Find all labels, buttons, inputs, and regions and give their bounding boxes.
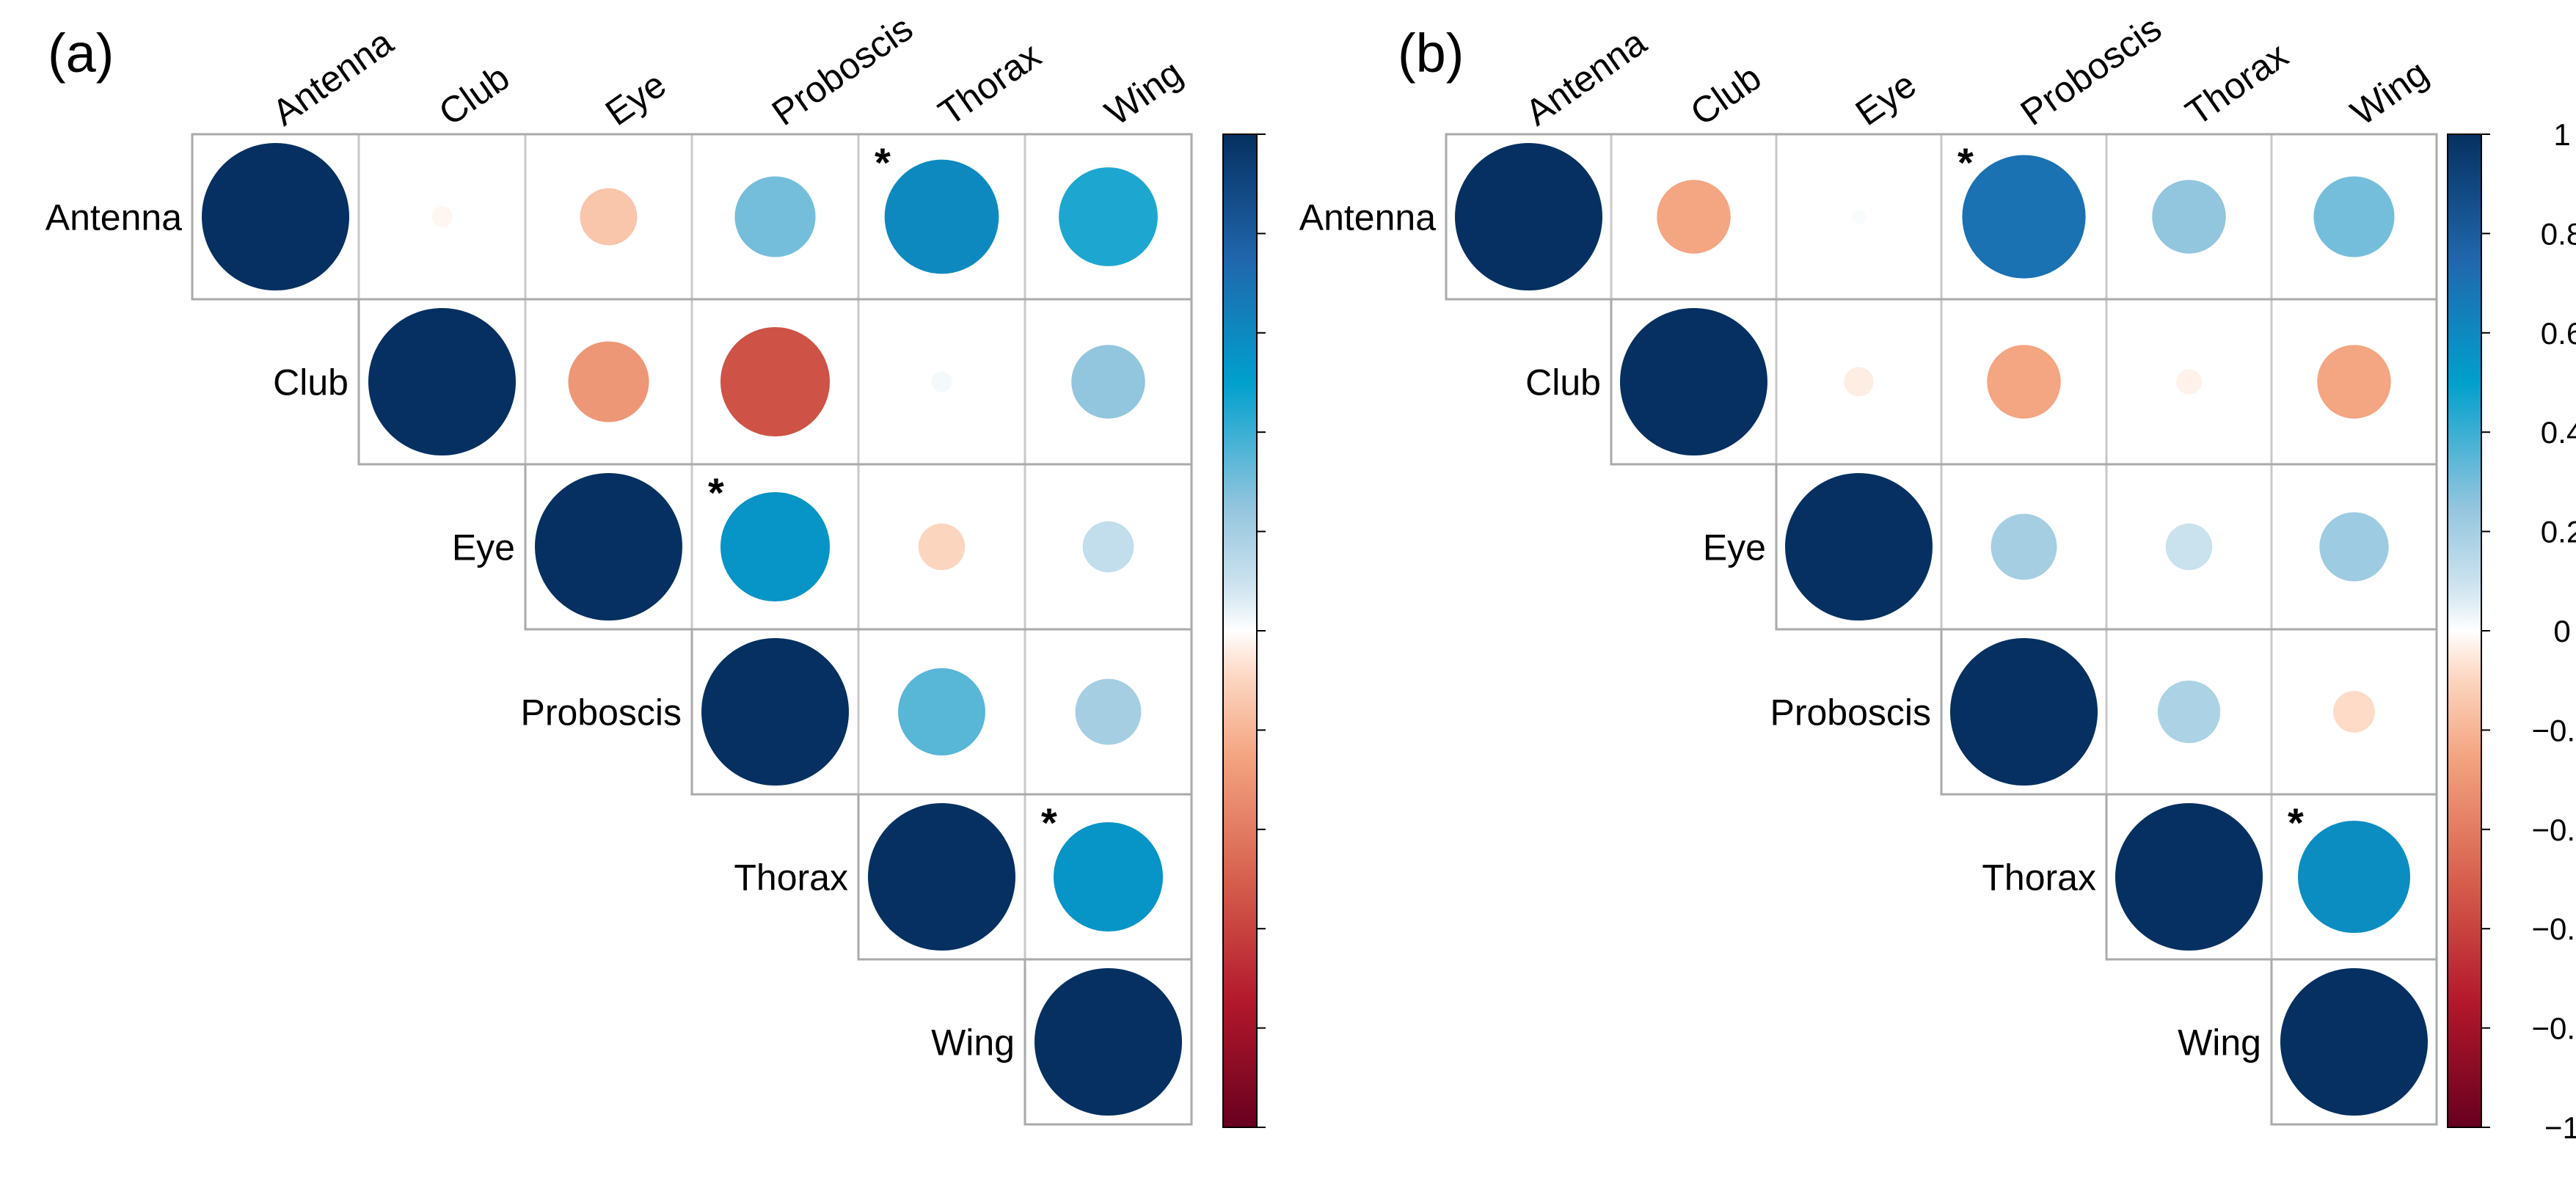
corr-circle-antenna-thorax: [2152, 180, 2226, 254]
corr-circle-eye-proboscis: [1991, 513, 2057, 580]
row-label-antenna: Antenna: [1299, 197, 1436, 238]
col-label-eye: Eye: [598, 64, 674, 133]
corr-circle-thorax-wing: [1053, 821, 1164, 932]
row-label-proboscis: Proboscis: [1770, 692, 1931, 733]
corr-circle-antenna-eye: [580, 188, 638, 246]
row-label-club: Club: [273, 362, 349, 403]
significance-mark: *: [2288, 799, 2304, 846]
col-label-eye: Eye: [1848, 64, 1924, 133]
corr-circle-club-wing: [2317, 345, 2391, 419]
row-label-wing: Wing: [2178, 1022, 2261, 1064]
corr-circle-club-thorax: [931, 371, 952, 392]
corr-circle-proboscis-thorax: [898, 668, 985, 755]
corr-circle-club-thorax: [2176, 369, 2202, 395]
corr-circle-proboscis-proboscis: [701, 638, 849, 786]
corr-circle-thorax-thorax: [868, 803, 1015, 951]
corr-circle-eye-thorax: [2165, 523, 2213, 571]
colorbar-tick-label: −0.2: [2532, 713, 2576, 747]
corr-circle-club-eye: [568, 341, 649, 422]
corr-circle-antenna-thorax: [884, 159, 999, 274]
corr-circle-antenna-antenna: [1455, 143, 1602, 290]
row-label-antenna: Antenna: [45, 197, 182, 238]
corr-circle-antenna-wing: [1059, 167, 1158, 266]
row-label-proboscis: Proboscis: [520, 692, 682, 733]
corr-circle-club-eye: [1844, 367, 1874, 397]
row-label-eye: Eye: [1703, 527, 1766, 568]
corr-circle-eye-eye: [535, 473, 682, 621]
corr-circle-club-wing: [1071, 345, 1145, 419]
col-label-antenna: Antenna: [1518, 21, 1654, 133]
corr-circle-eye-eye: [1785, 473, 1933, 621]
corr-circle-proboscis-wing: [2333, 691, 2375, 733]
corr-circle-thorax-thorax: [2115, 803, 2263, 951]
corr-circle-proboscis-thorax: [2157, 680, 2221, 744]
significance-mark: *: [875, 139, 891, 186]
colorbar-tick-label: 0.4: [2541, 415, 2576, 450]
corr-circle-antenna-proboscis: [734, 176, 816, 257]
corr-circle-antenna-club: [431, 206, 453, 227]
row-label-wing: Wing: [931, 1022, 1015, 1064]
colorbar-tick-label: 1: [2553, 117, 2570, 152]
row-label-club: Club: [1525, 362, 1601, 403]
corr-circle-proboscis-proboscis: [1950, 638, 2098, 786]
col-label-club: Club: [431, 56, 517, 133]
corr-circle-eye-wing: [2319, 512, 2389, 582]
corr-circle-eye-thorax: [918, 523, 966, 571]
corr-circle-club-club: [368, 308, 516, 455]
corr-circle-club-proboscis: [720, 326, 831, 437]
significance-mark: *: [1041, 799, 1057, 846]
corr-circle-club-club: [1620, 308, 1767, 455]
row-outline: [1024, 958, 1193, 1126]
corr-circle-antenna-proboscis: [1962, 155, 2086, 279]
corr-circle-wing-wing: [2280, 968, 2428, 1116]
colorbar: [1222, 133, 1258, 1128]
corr-circle-antenna-antenna: [202, 143, 349, 290]
colorbar-tick-label: −0.4: [2532, 813, 2576, 847]
colorbar-tick-label: −0.8: [2532, 1011, 2576, 1046]
col-label-antenna: Antenna: [265, 21, 401, 133]
corr-circle-thorax-wing: [2297, 820, 2411, 934]
colorbar-tick-label: −0.6: [2532, 912, 2576, 946]
corr-circle-antenna-wing: [2313, 176, 2395, 257]
row-label-eye: Eye: [452, 527, 515, 568]
row-label-thorax: Thorax: [734, 857, 848, 898]
row-label-thorax: Thorax: [1982, 857, 2096, 898]
col-label-thorax: Thorax: [2178, 34, 2296, 133]
significance-mark: *: [1957, 139, 1974, 186]
corr-circle-wing-wing: [1035, 968, 1182, 1116]
col-label-proboscis: Proboscis: [2013, 7, 2169, 133]
col-label-wing: Wing: [1098, 52, 1189, 133]
colorbar-tick-label: −1: [2544, 1110, 2576, 1145]
colorbar: [2447, 133, 2482, 1128]
row-outline: [2270, 958, 2438, 1126]
corr-circle-antenna-eye: [1851, 209, 1867, 224]
corr-circle-eye-proboscis: [720, 491, 831, 602]
colorbar-tick-label: 0.8: [2541, 216, 2576, 251]
colorbar-tick-label: 0: [2553, 614, 2570, 648]
corr-circle-proboscis-wing: [1075, 678, 1142, 745]
colorbar-tick-label: 0.2: [2541, 515, 2576, 549]
panel-label: (a): [48, 23, 114, 84]
corr-circle-eye-wing: [1082, 521, 1134, 573]
corr-circle-club-proboscis: [1987, 345, 2061, 419]
col-label-wing: Wing: [2343, 52, 2435, 133]
panel-b: (b)**AntennaClubEyeProboscisThoraxWingAn…: [1299, 7, 2576, 1145]
col-label-thorax: Thorax: [931, 34, 1048, 133]
panel-label: (b): [1398, 23, 1464, 84]
colorbar-tick-label: 0.6: [2541, 316, 2576, 351]
corr-circle-antenna-club: [1657, 180, 1731, 254]
significance-mark: *: [708, 469, 724, 516]
col-label-club: Club: [1683, 56, 1768, 133]
col-label-proboscis: Proboscis: [765, 7, 920, 133]
panel-a: (a)***AntennaClubEyeProboscisThoraxWingA…: [45, 7, 1266, 1128]
